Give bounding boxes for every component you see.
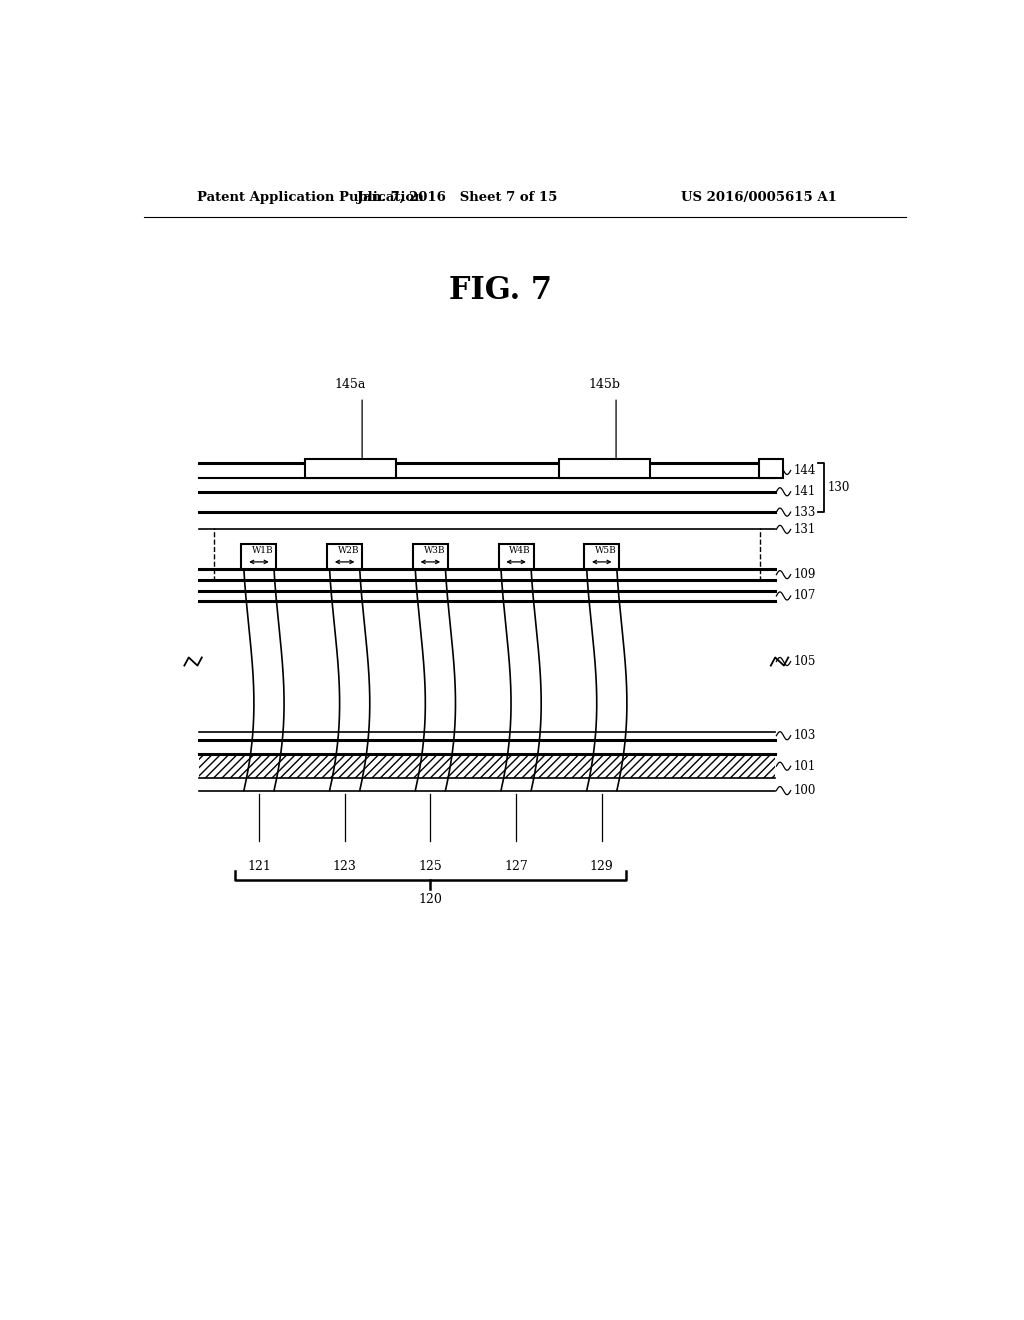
Bar: [499, 544, 534, 569]
Text: W5B: W5B: [595, 546, 616, 556]
Text: W3B: W3B: [424, 546, 445, 556]
Text: 130: 130: [828, 482, 850, 494]
Text: 127: 127: [504, 859, 528, 873]
Text: 131: 131: [794, 523, 816, 536]
Text: W4B: W4B: [509, 546, 530, 556]
Text: W1B: W1B: [252, 546, 273, 556]
Bar: [328, 544, 362, 569]
Text: 100: 100: [794, 784, 816, 797]
Bar: [242, 544, 276, 569]
Text: 145b: 145b: [588, 378, 621, 391]
Text: Jan. 7, 2016   Sheet 7 of 15: Jan. 7, 2016 Sheet 7 of 15: [357, 190, 557, 203]
Text: 109: 109: [794, 568, 816, 581]
Text: Patent Application Publication: Patent Application Publication: [197, 190, 424, 203]
Text: US 2016/0005615 A1: US 2016/0005615 A1: [681, 190, 837, 203]
Text: 145a: 145a: [335, 378, 366, 391]
Text: 101: 101: [794, 760, 816, 772]
Text: 144: 144: [794, 463, 816, 477]
Text: 133: 133: [794, 506, 816, 519]
Text: 120: 120: [419, 894, 442, 907]
Text: 125: 125: [419, 859, 442, 873]
Bar: [413, 544, 447, 569]
Text: 103: 103: [794, 729, 816, 742]
Bar: [759, 459, 782, 478]
Text: 141: 141: [794, 486, 816, 498]
Bar: [304, 459, 396, 478]
Bar: [558, 459, 650, 478]
Text: W2B: W2B: [338, 546, 359, 556]
Text: FIG. 7: FIG. 7: [450, 275, 553, 306]
Text: 107: 107: [794, 590, 816, 602]
Bar: [200, 754, 775, 779]
Text: 105: 105: [794, 655, 816, 668]
Text: 129: 129: [590, 859, 613, 873]
Text: 123: 123: [333, 859, 356, 873]
Bar: [585, 544, 620, 569]
Text: 121: 121: [247, 859, 271, 873]
